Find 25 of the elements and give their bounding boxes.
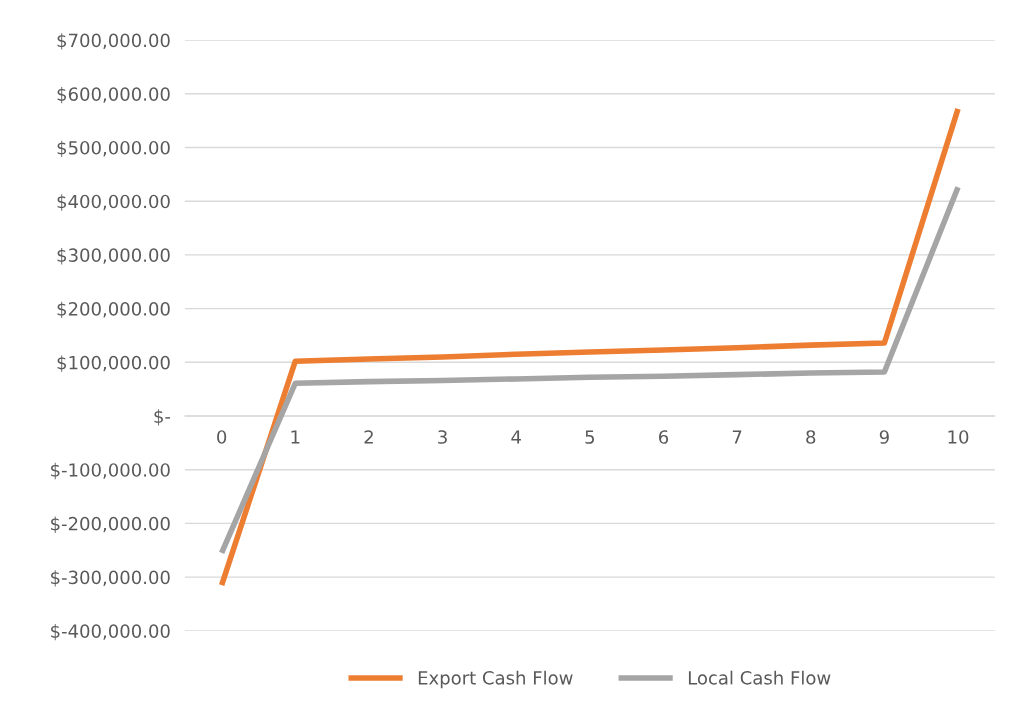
- y-tick-label: $400,000.00: [57, 194, 170, 211]
- x-tick-label: 4: [511, 430, 521, 444]
- y-tick-label: $-300,000.00: [51, 570, 170, 587]
- x-tick-label: 9: [879, 430, 889, 444]
- x-tick-label: 5: [585, 430, 595, 444]
- y-tick-label: $-: [154, 409, 171, 426]
- x-tick-label: 7: [732, 430, 742, 444]
- x-tick-label: 2: [364, 430, 373, 444]
- x-tick-label: 3: [438, 430, 447, 444]
- legend-label: Export Cash Flow: [418, 670, 573, 689]
- x-tick-label: 1: [291, 430, 300, 444]
- y-tick-label: $700,000.00: [57, 33, 170, 50]
- y-tick-label: $-200,000.00: [51, 516, 170, 533]
- y-tick-label: $200,000.00: [57, 301, 170, 319]
- y-tick-label: $-100,000.00: [51, 462, 170, 480]
- x-tick-label: 10: [948, 430, 969, 444]
- x-tick-label: 6: [659, 430, 669, 444]
- y-tick-label: $100,000.00: [57, 355, 170, 372]
- y-tick-label: $-400,000.00: [51, 623, 170, 641]
- y-tick-label: $300,000.00: [57, 248, 170, 265]
- legend-label: Local Cash Flow: [688, 670, 831, 685]
- x-tick-label: 0: [217, 430, 227, 444]
- x-tick-label: 8: [806, 430, 816, 444]
- y-tick-label: $600,000.00: [57, 86, 170, 104]
- y-tick-label: $500,000.00: [57, 140, 170, 158]
